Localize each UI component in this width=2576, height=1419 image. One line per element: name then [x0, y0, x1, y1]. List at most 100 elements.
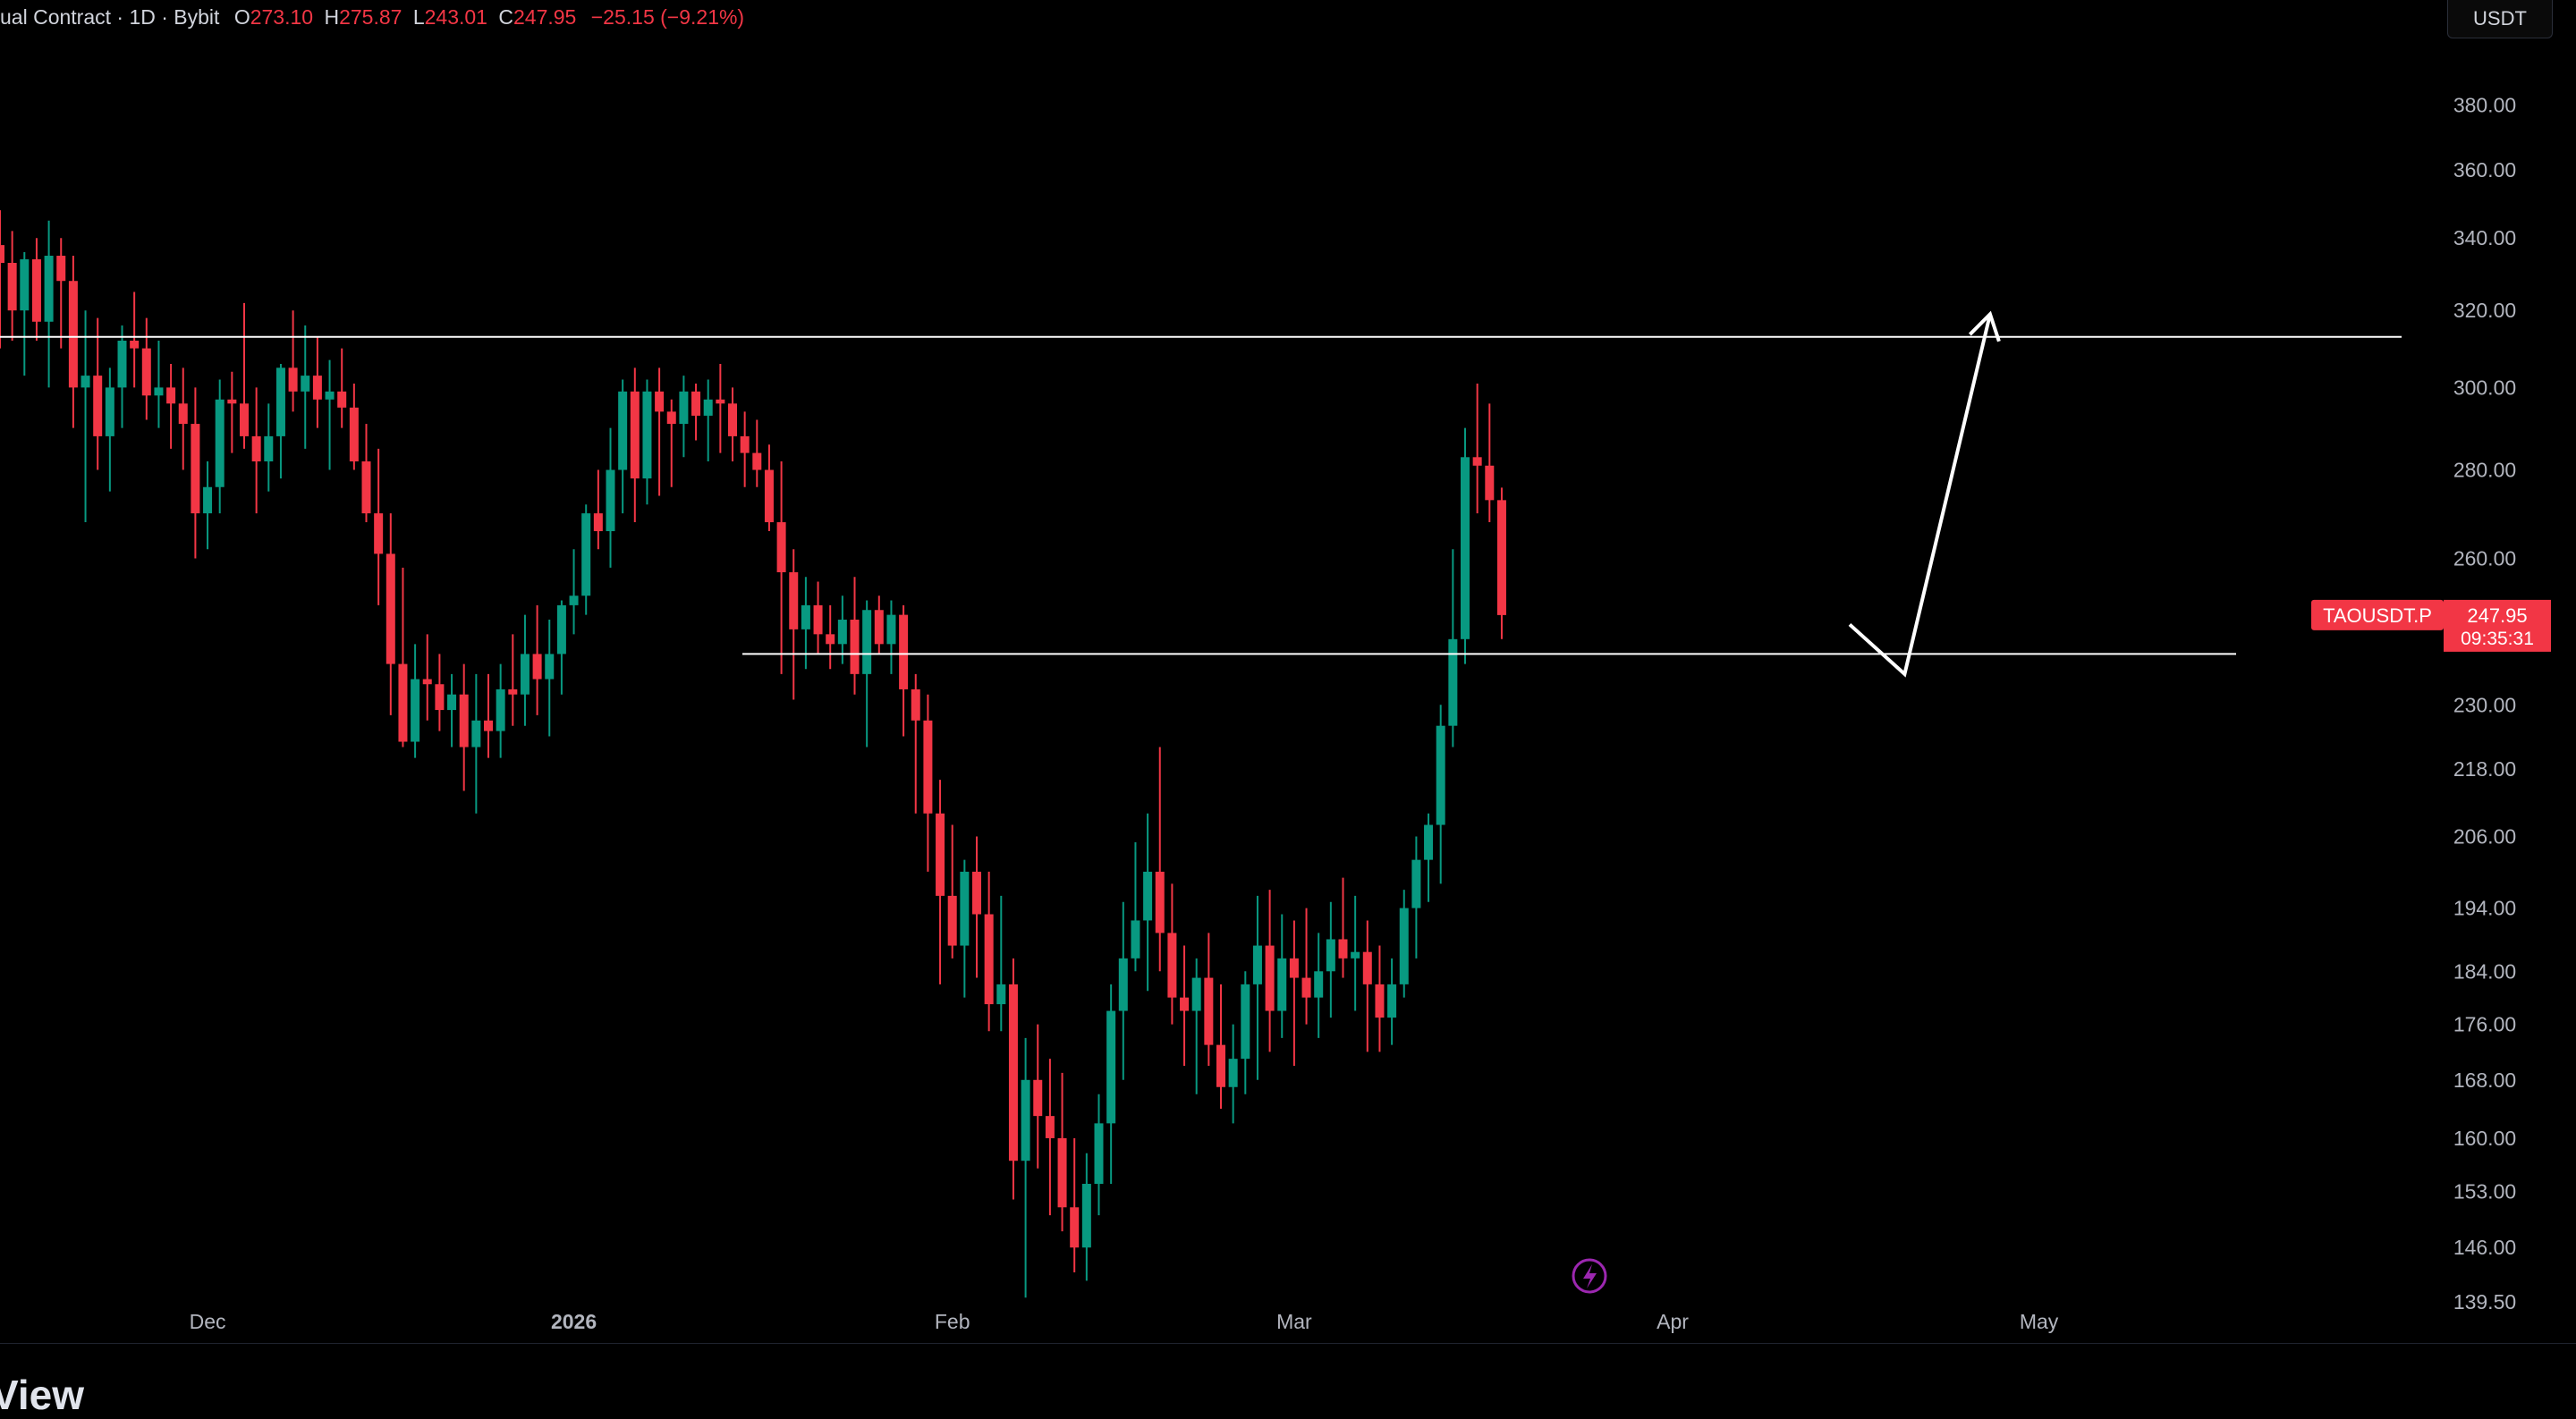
- candle-body: [386, 553, 395, 664]
- candle: [386, 513, 395, 715]
- lightning-icon-bolt: [1583, 1264, 1597, 1288]
- price-tag-bg: [2444, 599, 2551, 652]
- candle: [264, 403, 274, 492]
- candle-body: [105, 387, 114, 436]
- candle-body: [679, 391, 689, 425]
- candle: [581, 504, 591, 615]
- candle-body: [275, 367, 285, 436]
- candle: [251, 387, 261, 514]
- candle-body: [716, 399, 725, 404]
- candle: [56, 238, 66, 349]
- candle-body: [312, 376, 322, 400]
- lightning-icon[interactable]: [1572, 1258, 1607, 1294]
- candle: [1252, 895, 1262, 1080]
- candle: [826, 604, 835, 670]
- candle: [459, 663, 469, 791]
- candle-body: [703, 399, 713, 416]
- time-tick-label: 2026: [551, 1310, 597, 1333]
- candle-body: [862, 610, 872, 674]
- candle: [508, 634, 518, 726]
- price-tick-label: 340.00: [2453, 226, 2516, 249]
- candle-body: [1496, 500, 1506, 615]
- candle: [1485, 403, 1495, 523]
- candle: [68, 256, 78, 428]
- candle-body: [1265, 945, 1275, 1011]
- candle-body: [1131, 920, 1140, 959]
- candle-body: [215, 399, 225, 487]
- candle: [471, 673, 481, 814]
- candle-body: [545, 654, 555, 680]
- candle: [740, 411, 750, 487]
- close-value: 247.95: [513, 5, 577, 29]
- candle: [911, 673, 920, 814]
- candle: [374, 448, 384, 605]
- time-tick-label: Apr: [1657, 1310, 1689, 1333]
- candle-body: [1143, 871, 1153, 921]
- candle: [874, 595, 884, 655]
- price-tag-value: 247.95: [2467, 604, 2527, 627]
- candle: [1045, 1059, 1055, 1216]
- symbol-tag-text: TAOUSDT.P: [2323, 604, 2432, 627]
- price-tick-label: 139.50: [2453, 1290, 2516, 1313]
- candle-body: [1216, 1044, 1225, 1087]
- price-axis[interactable]: 380.00 360.00 340.00 320.00 300.00 280.00 260.…: [2453, 94, 2516, 1313]
- price-tick-label: 300.00: [2453, 376, 2516, 399]
- candle: [1496, 487, 1506, 639]
- candle: [447, 673, 457, 748]
- candle-body: [20, 259, 30, 311]
- candle: [301, 325, 310, 449]
- candle: [1033, 1024, 1043, 1169]
- candle: [1143, 813, 1153, 992]
- candle: [337, 348, 347, 428]
- candle-body: [203, 486, 213, 514]
- price-tick-label: 168.00: [2453, 1068, 2516, 1092]
- candle: [1448, 549, 1458, 748]
- candle-body: [764, 469, 774, 523]
- candle-body: [496, 688, 505, 731]
- candle-body: [776, 522, 786, 573]
- candle: [1057, 1072, 1067, 1232]
- candle-body: [984, 914, 994, 1005]
- candle: [1241, 971, 1250, 1094]
- candle-body: [837, 620, 847, 645]
- candle: [1106, 984, 1116, 1184]
- candle-body: [1375, 984, 1385, 1018]
- time-axis[interactable]: Dec 2026 Feb Mar Apr May: [190, 1310, 2059, 1333]
- candle: [484, 673, 493, 758]
- candle: [703, 379, 713, 462]
- candle: [80, 310, 90, 523]
- price-tick-label: 160.00: [2453, 1127, 2516, 1150]
- candle-body: [1252, 945, 1262, 984]
- candle-body: [960, 871, 970, 946]
- candle-body: [1045, 1116, 1055, 1138]
- candle: [752, 419, 762, 487]
- candle: [1277, 914, 1287, 1038]
- projection-path: [1848, 313, 1992, 678]
- candle-body: [874, 610, 884, 645]
- drawings-group[interactable]: [0, 310, 2402, 678]
- candle-body: [789, 572, 799, 629]
- candle: [105, 367, 114, 492]
- candle: [1362, 920, 1372, 1052]
- candle: [862, 600, 872, 748]
- arrow-head: [1968, 310, 2001, 342]
- candle-body: [154, 387, 164, 396]
- candle-body: [1485, 465, 1495, 501]
- candle-body: [508, 688, 518, 695]
- candle: [325, 359, 335, 470]
- candle: [655, 367, 665, 496]
- candle-body: [899, 614, 909, 689]
- currency-button[interactable]: USDT: [2447, 0, 2553, 38]
- high-label: H: [324, 5, 340, 29]
- candle-body: [752, 452, 762, 470]
- candle-body: [240, 403, 249, 436]
- candle-body: [801, 604, 810, 629]
- candle-body: [972, 871, 981, 915]
- candle-body: [374, 513, 384, 554]
- candle-body: [593, 513, 603, 532]
- candle: [947, 824, 957, 959]
- candle-body: [1314, 971, 1324, 998]
- candle-body: [1033, 1079, 1043, 1117]
- time-tick-label: Dec: [190, 1310, 226, 1333]
